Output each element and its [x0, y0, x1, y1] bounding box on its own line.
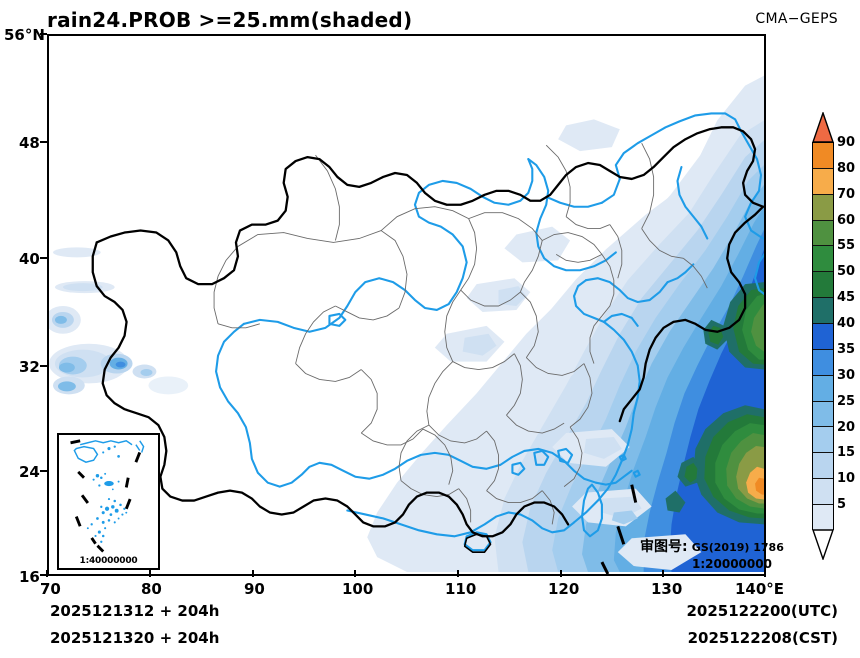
footer-right-line2: 2025122208(CST) [687, 629, 838, 647]
x-tick-label-80: 80 [141, 580, 162, 598]
colorbar-tick-40: 40 [837, 316, 856, 332]
model-label: CMA−GEPS [755, 11, 838, 27]
page-title: rain24.PROB >=25.mm(shaded) [47, 8, 413, 32]
y-tick-label-40: 40 [19, 250, 40, 268]
y-tick-48 [40, 141, 47, 143]
y-tick-label-24: 24 [19, 463, 40, 481]
y-tick-16 [40, 574, 47, 576]
y-tick-56 [40, 33, 47, 35]
colorbar-segment-45 [813, 298, 833, 325]
colorbar-tick-50: 50 [837, 264, 856, 280]
footer-left-line1: 2025121312 + 204h [50, 602, 220, 620]
x-tick-label-120: 120 [548, 580, 580, 598]
colorbar-tick-45: 45 [837, 290, 856, 306]
x-tick-130 [662, 570, 664, 577]
x-tick-140 [764, 570, 766, 577]
x-tick-100 [354, 570, 356, 577]
south-china-sea-inset: 1:40000000 [57, 433, 160, 570]
colorbar-segment-80 [813, 168, 833, 195]
colorbar-over-arrow [812, 112, 834, 143]
map-credit: 审图号: GS(2019) 1786 1:20000000 [640, 539, 784, 572]
colorbar-tick-55: 55 [837, 238, 856, 254]
colorbar-tick-25: 25 [837, 393, 856, 409]
y-tick-label-16: 16 [19, 568, 40, 586]
y-tick-label-32: 32 [19, 358, 40, 376]
colorbar-tick-10: 10 [837, 471, 856, 487]
colorbar-tick-30: 30 [837, 367, 856, 383]
x-tick-label-70: 70 [40, 580, 61, 598]
colorbar-segment-15 [813, 453, 833, 480]
inset-svg [70, 439, 145, 553]
inset-boundary-dashes [70, 439, 142, 553]
footer-left: 2025121312 + 204h 2025121320 + 204h [50, 598, 219, 652]
colorbar-tick-90: 90 [837, 135, 856, 150]
x-tick-label-100: 100 [342, 580, 374, 598]
colorbar-segment-5 [813, 505, 833, 531]
national-border [91, 126, 764, 574]
y-tick-label-48: 48 [19, 134, 40, 152]
x-tick-120 [560, 570, 562, 577]
y-tick-32 [40, 365, 47, 367]
colorbar-segment-40 [813, 324, 833, 350]
inset-scale-label: 1:40000000 [79, 556, 138, 566]
footer-left-line2: 2025121320 + 204h [50, 629, 220, 647]
x-tick-80 [149, 570, 151, 577]
rivers-and-lakes [215, 112, 764, 552]
colorbar-segment-30 [813, 375, 833, 402]
footer-right: 2025122200(UTC) 2025122208(CST) [686, 598, 838, 652]
colorbar-segment-20 [813, 427, 833, 454]
colorbar-segment-10 [813, 479, 833, 506]
x-tick-70 [46, 570, 48, 577]
colorbar-segment-70 [813, 194, 833, 221]
east-ocean-band [367, 75, 764, 573]
y-tick-40 [40, 257, 47, 259]
province-boundaries [213, 143, 708, 525]
colorbar-segment-25 [813, 401, 833, 428]
map-credit-prefix: 审图号: [640, 539, 688, 555]
footer: 2025121312 + 204h 2025121320 + 204h 2025… [0, 598, 860, 658]
colorbar-tick-20: 20 [837, 419, 856, 435]
footer-right-line1: 2025122200(UTC) [686, 602, 838, 620]
colorbar-tick-15: 15 [837, 445, 856, 461]
colorbar-under-arrow [812, 529, 834, 560]
x-tick-110 [457, 570, 459, 577]
colorbar-segments [812, 142, 834, 531]
colorbar-tick-70: 70 [837, 186, 856, 202]
colorbar-segment-35 [813, 349, 833, 376]
map-svg [49, 75, 764, 574]
inset-islands [86, 445, 128, 543]
x-tick-label-130: 130 [651, 580, 683, 598]
map-credit-scale: 1:20000000 [692, 556, 772, 571]
west-patches [49, 247, 189, 395]
colorbar-tick-60: 60 [837, 212, 856, 228]
inset-coastline [73, 440, 145, 463]
map-canvas [49, 36, 764, 574]
y-tick-label-56: 56°N [4, 26, 45, 44]
y-tick-24 [40, 470, 47, 472]
map-credit-number: GS(2019) 1786 [691, 541, 784, 554]
colorbar-tick-80: 80 [837, 160, 856, 176]
colorbar: 5 10 15 20 25 30 35 40 45 50 55 60 70 80 90 [812, 112, 858, 560]
x-tick-label-110: 110 [445, 580, 477, 598]
colorbar-segment-55 [813, 246, 833, 273]
colorbar-segment-50 [813, 272, 833, 299]
x-tick-90 [252, 570, 254, 577]
colorbar-segment-60 [813, 220, 833, 247]
colorbar-segment-90 [813, 143, 833, 169]
map-credit-line1: 审图号: GS(2019) 1786 [640, 539, 784, 557]
map-plot-area [47, 34, 766, 576]
colorbar-tick-35: 35 [837, 341, 856, 357]
x-tick-label-140: 140°E [735, 580, 785, 598]
x-tick-label-90: 90 [244, 580, 265, 598]
colorbar-tick-5: 5 [837, 497, 847, 513]
